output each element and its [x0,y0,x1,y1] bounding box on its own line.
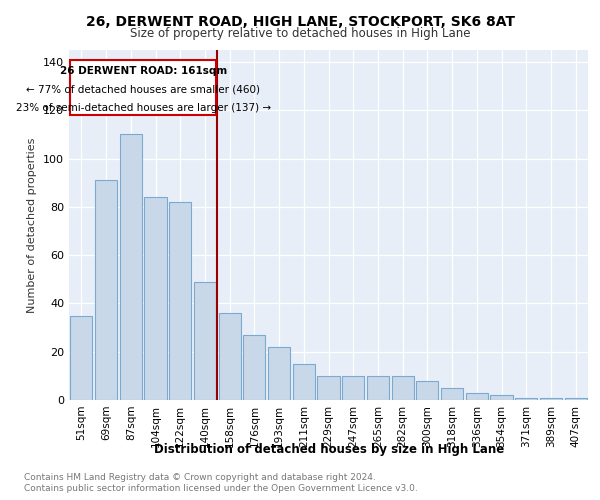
Bar [515,398,538,400]
Bar [243,335,265,400]
Bar [441,388,463,400]
Text: 26, DERWENT ROAD, HIGH LANE, STOCKPORT, SK6 8AT: 26, DERWENT ROAD, HIGH LANE, STOCKPORT, … [86,15,515,29]
Bar [466,393,488,400]
Text: Distribution of detached houses by size in High Lane: Distribution of detached houses by size … [154,442,504,456]
Bar [218,313,241,400]
Bar [293,364,315,400]
Bar [490,395,512,400]
Bar [119,134,142,400]
Bar [169,202,191,400]
Bar [565,398,587,400]
Text: 26 DERWENT ROAD: 161sqm: 26 DERWENT ROAD: 161sqm [59,66,227,76]
Bar [317,376,340,400]
Y-axis label: Number of detached properties: Number of detached properties [28,138,37,312]
Text: ← 77% of detached houses are smaller (460): ← 77% of detached houses are smaller (46… [26,85,260,95]
Text: Contains HM Land Registry data © Crown copyright and database right 2024.: Contains HM Land Registry data © Crown c… [24,472,376,482]
Bar [95,180,117,400]
Bar [70,60,216,115]
Text: 23% of semi-detached houses are larger (137) →: 23% of semi-detached houses are larger (… [16,104,271,114]
Bar [540,398,562,400]
Bar [342,376,364,400]
Bar [70,316,92,400]
Bar [392,376,414,400]
Text: Size of property relative to detached houses in High Lane: Size of property relative to detached ho… [130,28,470,40]
Bar [145,197,167,400]
Text: Contains public sector information licensed under the Open Government Licence v3: Contains public sector information licen… [24,484,418,493]
Bar [268,347,290,400]
Bar [367,376,389,400]
Bar [194,282,216,400]
Bar [416,380,439,400]
